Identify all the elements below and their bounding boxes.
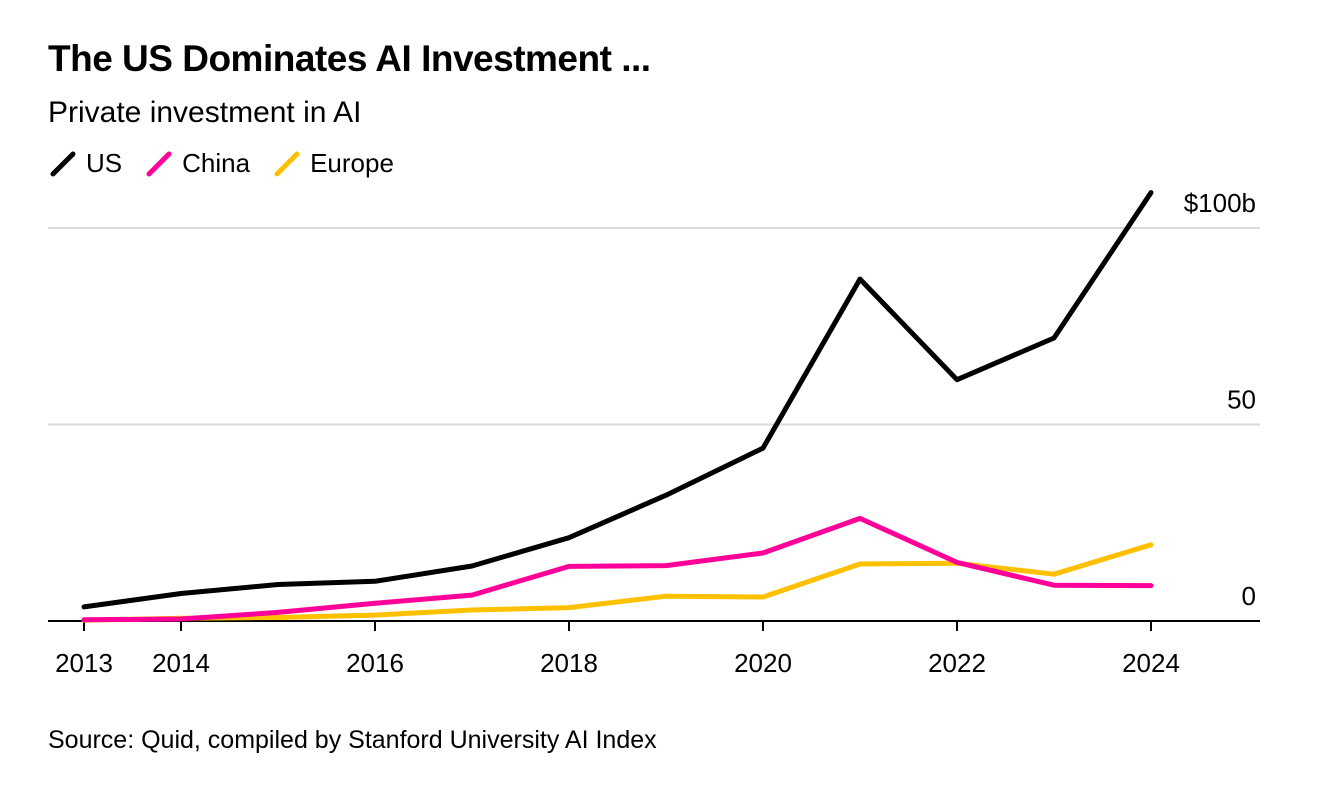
y-tick-label-50: 50: [1227, 385, 1256, 415]
legend: US China Europe: [48, 148, 416, 179]
legend-item-us: US: [48, 148, 122, 179]
x-tick-label-2013: 2013: [55, 648, 113, 678]
axis-labels: 0 50 $100b 2013 2014 2016 2018 2020 2022 2024: [55, 188, 1256, 678]
legend-label-us: US: [86, 148, 123, 178]
x-tick-label-2020: 2020: [734, 648, 792, 678]
series-line-china: [81, 515, 1154, 623]
legend-label-europe: Europe: [310, 148, 394, 178]
series-line-europe: [81, 542, 1154, 623]
x-tick-label-2014: 2014: [152, 648, 210, 678]
x-tick-label-2022: 2022: [928, 648, 986, 678]
x-tick-label-2016: 2016: [346, 648, 404, 678]
legend-item-china: China: [144, 148, 250, 179]
x-axis: [48, 620, 1260, 631]
source-note: Source: Quid, compiled by Stanford Unive…: [48, 726, 657, 754]
legend-swatch-europe: [274, 151, 300, 176]
legend-label-china: China: [182, 148, 251, 178]
legend-swatch-china: [146, 151, 172, 176]
chart-title: The US Dominates AI Investment ...: [48, 38, 651, 79]
gridlines: [48, 227, 1260, 426]
y-tick-label-100: $100b: [1184, 188, 1256, 218]
x-tick-label-2018: 2018: [540, 648, 598, 678]
chart-subtitle: Private investment in AI: [48, 96, 362, 129]
y-tick-label-0: 0: [1242, 581, 1256, 611]
series-line-us: [81, 190, 1154, 610]
legend-item-europe: Europe: [272, 148, 394, 179]
legend-swatch-us: [50, 151, 76, 176]
x-tick-label-2024: 2024: [1122, 648, 1180, 678]
series-lines: [81, 190, 1154, 623]
